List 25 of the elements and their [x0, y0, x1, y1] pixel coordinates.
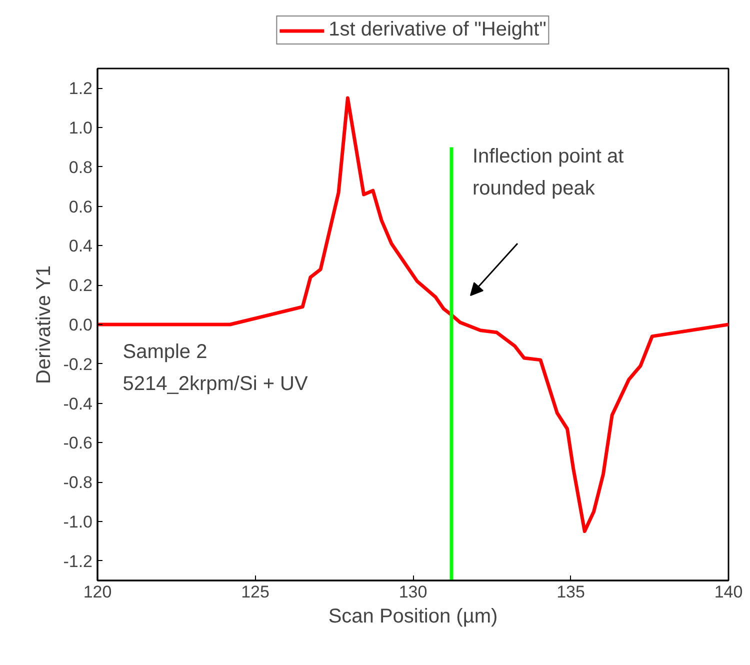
- y-tick-label: 0.6: [68, 197, 93, 216]
- x-axis-title: Scan Position (µm): [328, 606, 498, 628]
- y-tick-label: -1.2: [63, 552, 93, 571]
- annotation: Inflection point at rounded peak: [472, 146, 624, 200]
- x-tick-label: 135: [556, 582, 585, 602]
- y-tick-label: -0.4: [63, 394, 93, 414]
- annotation: 5214_2krpm/Si + UV: [122, 373, 308, 396]
- y-tick-label: 0.8: [68, 158, 93, 177]
- y-tick-label: 1.2: [68, 79, 93, 98]
- y-tick-label: 0.2: [68, 276, 93, 296]
- x-tick-label: 125: [241, 582, 270, 602]
- y-tick-label: 1.0: [68, 118, 93, 138]
- annotation: Sample 2: [122, 341, 208, 364]
- y-tick-label: -0.6: [63, 434, 93, 453]
- line-series: [98, 96, 728, 534]
- x-tick-label: 140: [714, 582, 743, 602]
- legend-label: 1st derivative of "Height": [328, 18, 546, 42]
- x-tick-label: 130: [398, 582, 428, 602]
- y-tick-label: -0.8: [63, 473, 93, 492]
- y-tick-label: -0.2: [63, 354, 93, 374]
- y-tick-label: -1.0: [63, 512, 93, 532]
- y-tick-label: 0.0: [68, 316, 93, 334]
- x-tick-label: 120: [83, 582, 112, 602]
- y-tick-label: 0.4: [68, 236, 93, 256]
- y-axis-title: Derivative Y1: [33, 265, 56, 384]
